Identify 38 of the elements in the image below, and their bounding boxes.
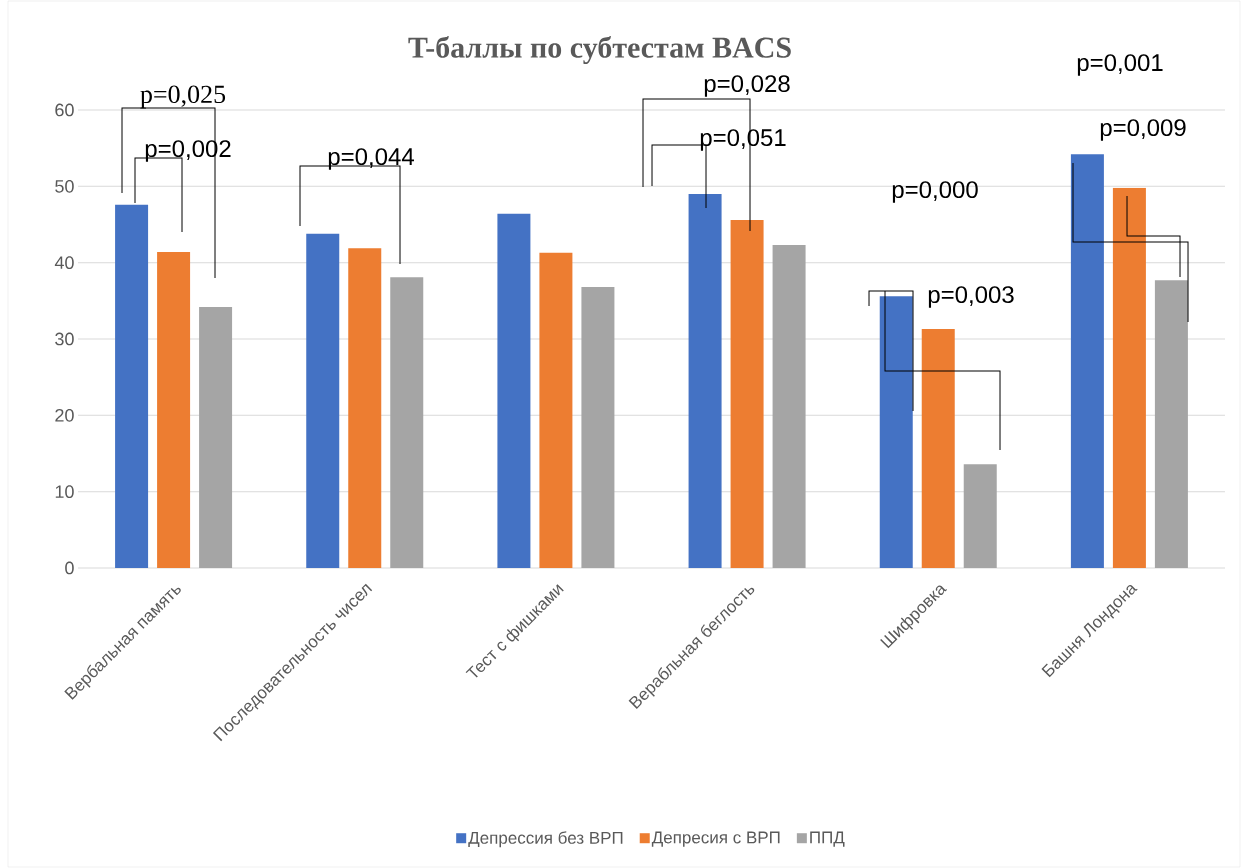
y-tick-label: 50	[55, 179, 74, 193]
y-tick-label: 30	[55, 332, 74, 346]
annotation: p=0,044	[328, 148, 414, 170]
text: p=0,025	[140, 85, 226, 109]
annotation: p=0,000	[892, 181, 978, 203]
chart-title: T-баллы по субтестам BACS	[408, 36, 791, 64]
y-tick-label: 0	[65, 561, 74, 575]
bar	[157, 251, 191, 568]
bar	[115, 204, 149, 568]
bar	[1112, 187, 1146, 568]
y-tick-label: 60	[55, 103, 74, 117]
bar	[1070, 154, 1104, 568]
y-tick-label: 40	[54, 256, 74, 270]
bar	[1154, 280, 1188, 568]
annotation: p=0,051	[700, 129, 786, 151]
bar	[581, 287, 615, 568]
bar	[772, 245, 806, 568]
bar	[963, 464, 997, 568]
legend-label: Депрессия без ВРП	[468, 831, 623, 848]
y-tick-label: 10	[55, 485, 74, 499]
text: p=0,001	[1077, 54, 1163, 76]
bar	[879, 296, 913, 568]
annotation: p=0,009	[1100, 119, 1186, 141]
legend-label: ППД	[810, 831, 845, 847]
bar	[921, 329, 955, 568]
bar	[199, 306, 233, 568]
bar	[730, 219, 764, 568]
bar	[539, 252, 573, 568]
y-tick-label: 20	[55, 408, 74, 422]
bar	[688, 193, 722, 568]
annotation: p=0,002	[145, 140, 231, 162]
legend-label: Депресия с ВРП	[651, 831, 780, 847]
text: p=0,028	[704, 75, 790, 97]
bar	[497, 213, 531, 568]
annotation: p=0,003	[928, 286, 1014, 308]
bar	[348, 248, 382, 568]
bar	[306, 233, 340, 568]
bar	[390, 277, 424, 568]
